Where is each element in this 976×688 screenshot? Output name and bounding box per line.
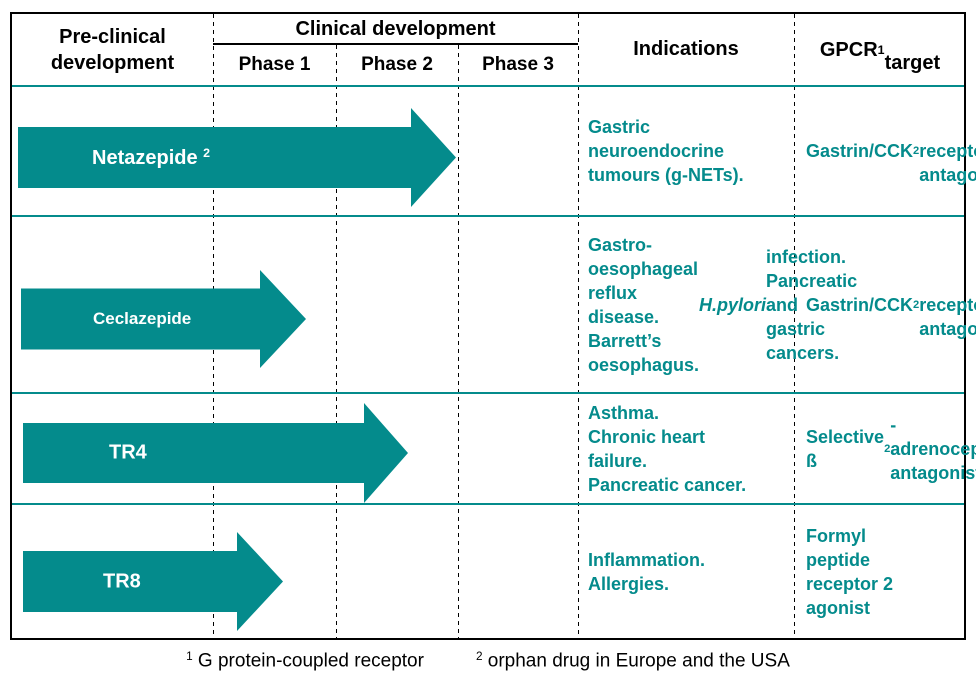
column-header-phase-1: Phase 1 bbox=[238, 54, 311, 75]
column-header-preclinical: Pre-clinical development bbox=[50, 25, 175, 74]
indications-text: Inflammation. Allergies. bbox=[588, 549, 706, 594]
column-header-phase-3: Phase 3 bbox=[482, 54, 554, 75]
arrow-shape bbox=[18, 108, 456, 207]
indications-text: Asthma. Chronic heart failure. Pancreati… bbox=[588, 402, 747, 495]
footnote-gpcr: 1 G protein-coupled receptor bbox=[186, 650, 424, 672]
column-header-clinical-development: Clinical development bbox=[295, 17, 496, 40]
progress-arrow-ceclazepide: Ceclazepide bbox=[21, 270, 306, 368]
column-divider-phase2-phase3 bbox=[458, 45, 459, 638]
progress-arrow-tr4: TR4 bbox=[23, 403, 408, 503]
row-divider-1 bbox=[12, 215, 964, 217]
footnotes: 1 G protein-coupled receptor 2 orphan dr… bbox=[0, 650, 976, 672]
drug-label-netazepide: Netazepide 2 bbox=[92, 145, 211, 169]
column-divider-phase3-indications bbox=[578, 14, 579, 638]
column-header-phase-2: Phase 2 bbox=[361, 54, 433, 75]
arrow-shape bbox=[23, 403, 408, 503]
clinical-development-underline bbox=[213, 43, 578, 45]
row-divider-header bbox=[12, 85, 964, 87]
gpcr-target-text: Selective ß2- adrenoceptor antagonist bbox=[806, 414, 976, 483]
progress-arrow-tr8: TR8 bbox=[23, 532, 283, 631]
pipeline-table: Pre-clinical development Clinical develo… bbox=[10, 12, 976, 640]
drug-label-tr8: TR8 bbox=[103, 570, 141, 592]
arrow-shape bbox=[23, 532, 283, 631]
drug-label-ceclazepide: Ceclazepide bbox=[93, 309, 192, 328]
column-header-indications: Indications bbox=[633, 38, 739, 60]
indications-text: Gastric neuroendocrine tumours (g-NETs). bbox=[588, 117, 744, 185]
row-divider-3 bbox=[12, 503, 964, 505]
row-divider-2 bbox=[12, 392, 964, 394]
drug-label-tr4: TR4 bbox=[109, 441, 147, 464]
column-divider-phase1-phase2 bbox=[336, 45, 337, 638]
gpcr-target-text: Formyl peptide receptor 2 agonist bbox=[806, 525, 894, 618]
column-divider-indications-gpcr bbox=[794, 14, 795, 638]
arrow-shape bbox=[21, 270, 306, 368]
footnote-orphan-drug: 2 orphan drug in Europe and the USA bbox=[475, 650, 790, 672]
indications-text: Gastro-oesophageal reflux disease. Barre… bbox=[588, 234, 858, 375]
column-header-gpcr-target: GPCR 1 target bbox=[819, 38, 941, 74]
progress-arrow-netazepide: Netazepide 2 bbox=[18, 108, 456, 207]
